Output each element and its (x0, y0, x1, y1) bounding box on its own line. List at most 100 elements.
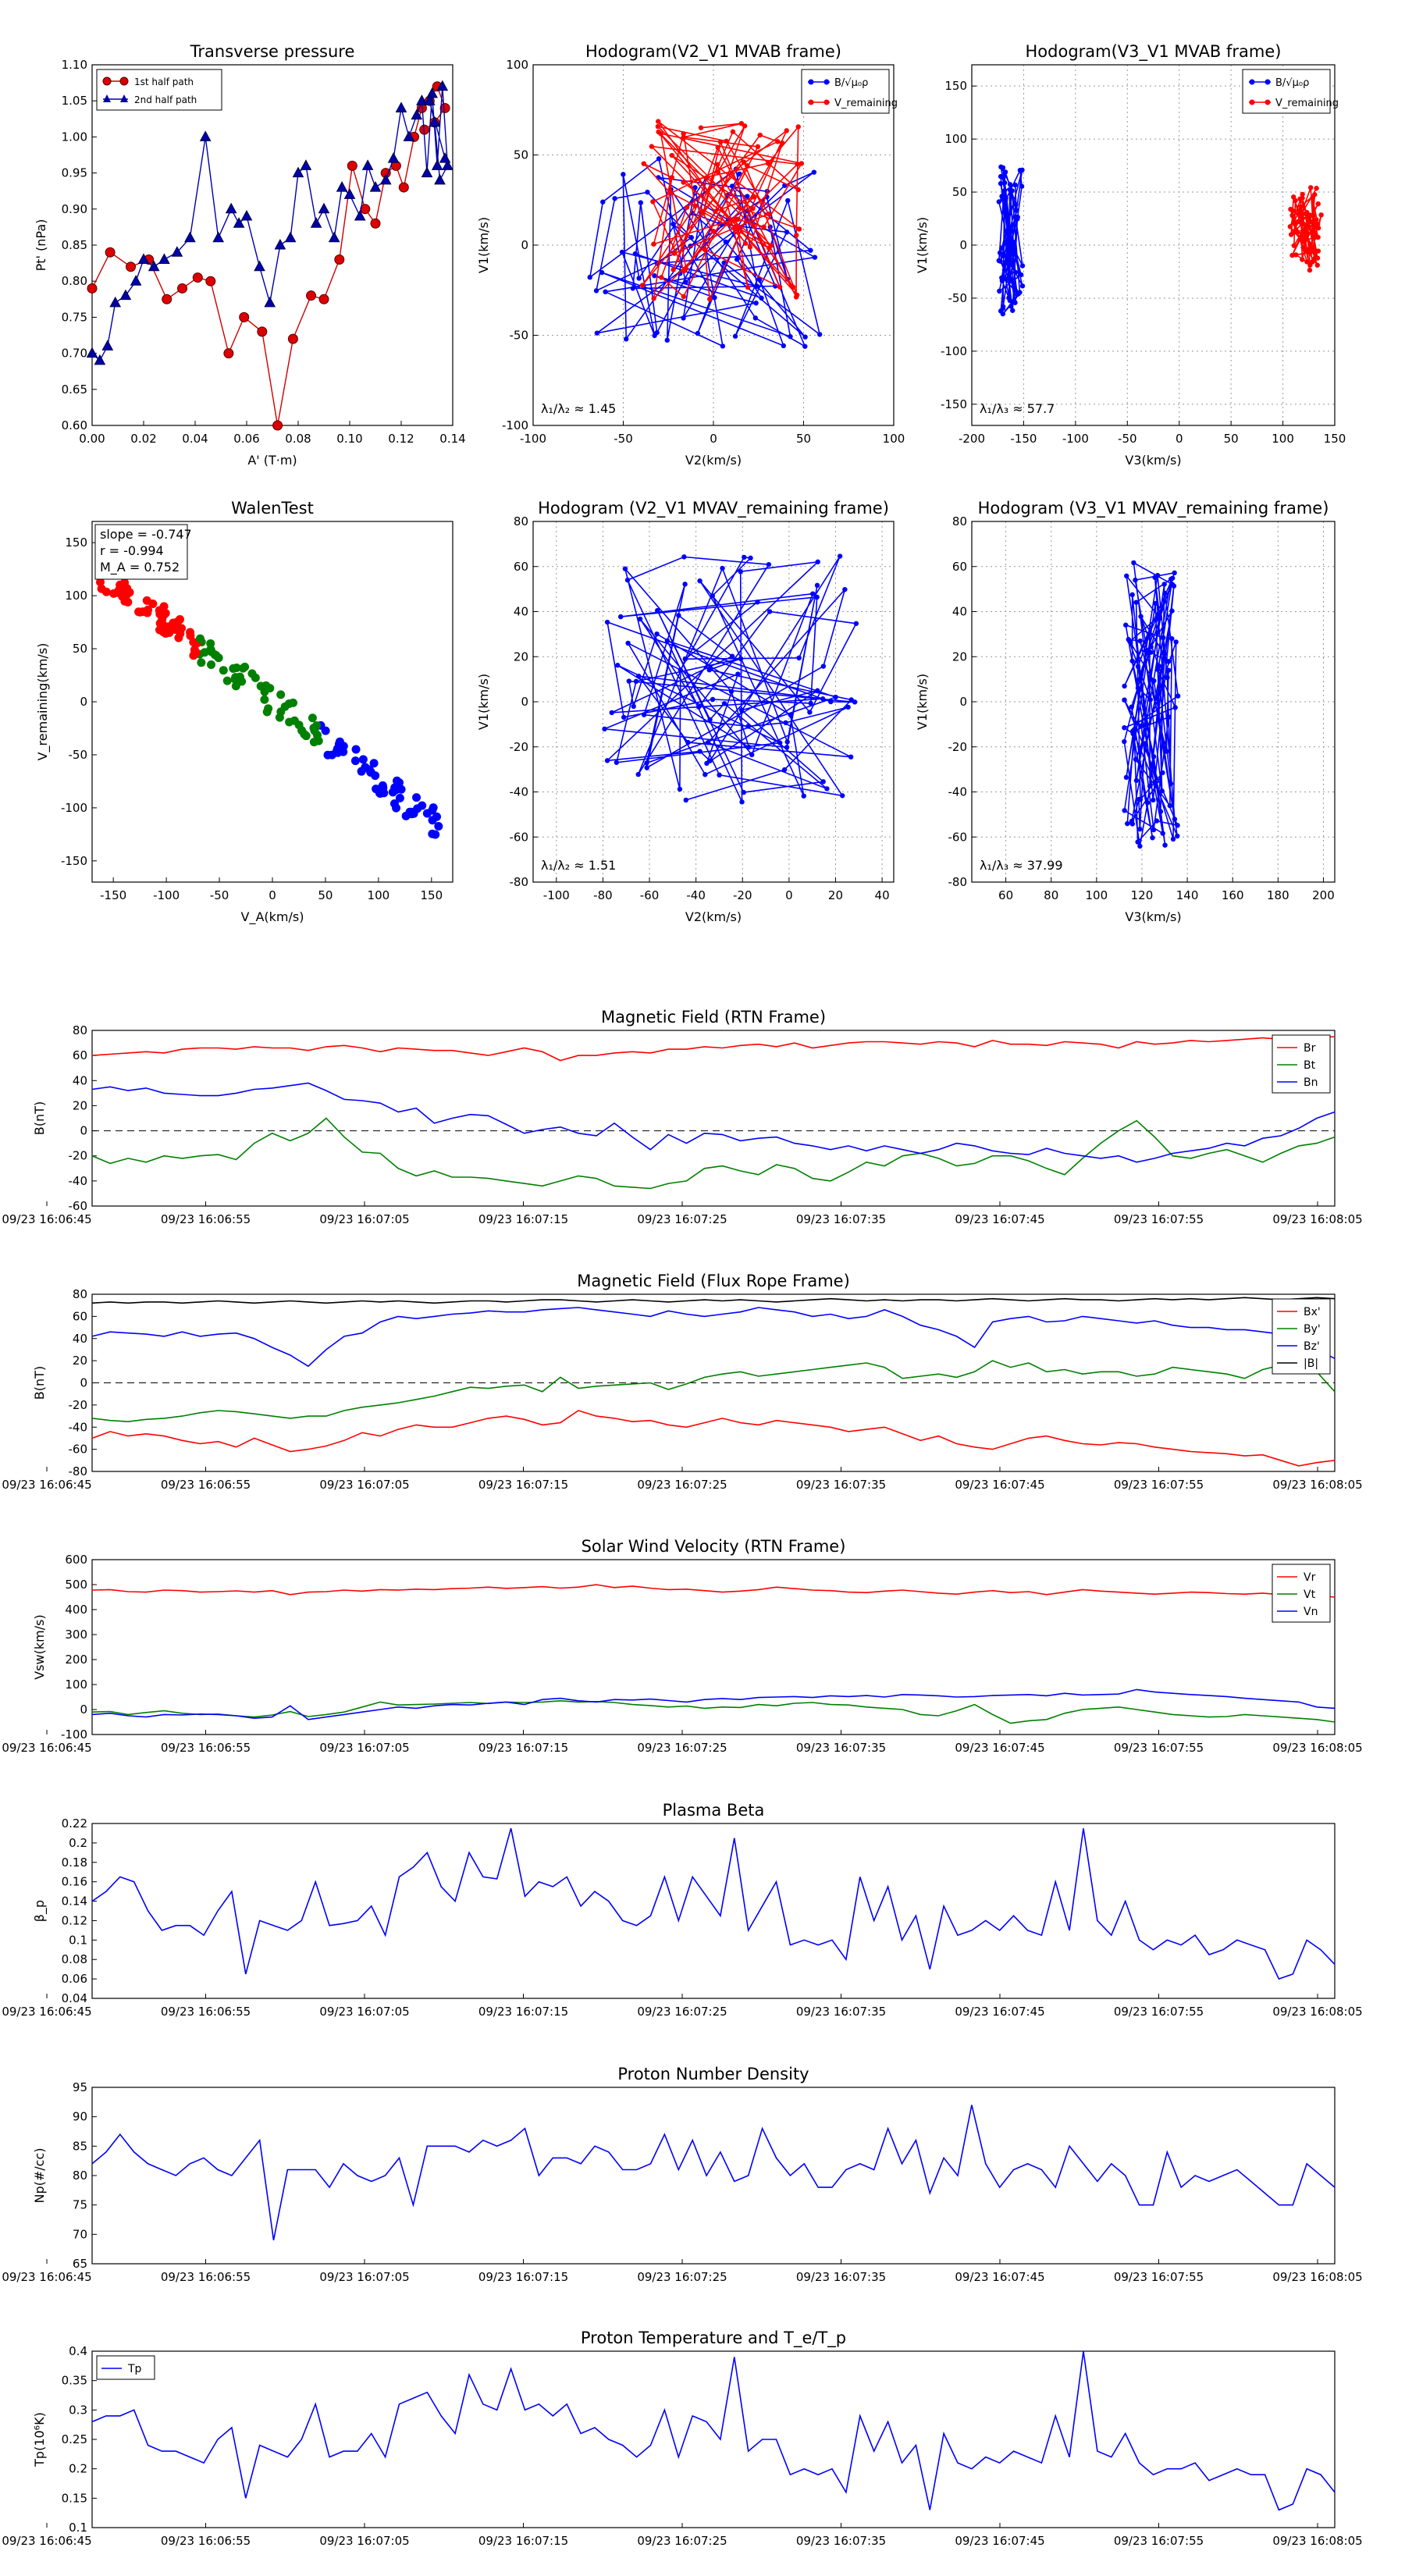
data-point (199, 130, 212, 141)
y-tick-label: 0.2 (69, 2462, 87, 2476)
data-point (109, 296, 122, 308)
y-tick-label: -20 (948, 740, 968, 754)
legend-label: Bn (1304, 1076, 1318, 1089)
data-point (395, 793, 404, 802)
data-point (1136, 677, 1141, 683)
data-point (1156, 663, 1161, 669)
data-point (670, 221, 676, 227)
y-tick-label: 0.15 (62, 2491, 87, 2505)
time-tick-label: 09/23 16:07:05 (319, 1478, 409, 1492)
data-point (741, 789, 746, 795)
data-point (737, 205, 742, 211)
stats-frame (94, 524, 188, 580)
time-tick-label: 09/23 16:07:15 (478, 2270, 568, 2284)
data-point (833, 694, 838, 700)
data-point (802, 334, 808, 340)
data-point (1137, 638, 1143, 644)
x-axis-label: V3(km/s) (1125, 909, 1181, 924)
chart-h2: -150 -100 -50 0 50 100 150 -200 -150 -100 -50 0 50 10… (915, 42, 1346, 468)
time-tick-label: 09/23 16:07:55 (1114, 1478, 1204, 1492)
data-point (1154, 818, 1160, 824)
x-axis-label: V_A(km/s) (241, 909, 304, 925)
data-point (1015, 216, 1020, 222)
data-point (429, 116, 441, 127)
data-point (1006, 229, 1012, 235)
data-point (1297, 208, 1303, 213)
data-point (999, 194, 1005, 199)
data-point (697, 749, 702, 754)
data-point (715, 162, 720, 167)
data-point (1169, 608, 1175, 614)
y-tick-label: -100 (502, 418, 528, 432)
data-point (432, 812, 442, 821)
series-Bz' (91, 1307, 1336, 1368)
legend-marker (823, 99, 830, 105)
y-axis-label: Np(#/cc) (32, 2148, 47, 2204)
data-point (350, 756, 360, 766)
y-tick-label: 20 (73, 1354, 87, 1368)
data-point (405, 807, 414, 817)
y-tick-label: 100 (65, 1678, 87, 1692)
data-point (807, 710, 813, 715)
data-point (1305, 217, 1311, 223)
chart-title: Proton Number Density (617, 2065, 809, 2083)
y-tick-label: 60 (73, 1309, 87, 1323)
legend-label: B/√μ₀ρ (834, 77, 868, 89)
data-point (808, 700, 813, 706)
data-point (366, 767, 375, 777)
data-point (824, 786, 830, 792)
data-point (1161, 635, 1166, 641)
data-point (148, 260, 160, 272)
data-point (659, 275, 664, 280)
data-point (655, 607, 660, 614)
data-point (1127, 639, 1133, 645)
data-point (1289, 212, 1295, 219)
data-point (119, 583, 128, 592)
y-tick-label: 80 (952, 514, 967, 528)
data-point (1000, 311, 1005, 317)
plot-frame (971, 64, 1336, 426)
data-point (272, 420, 283, 431)
data-point (738, 656, 744, 662)
data-point (624, 577, 631, 583)
data-point (1300, 244, 1306, 251)
data-point (667, 190, 672, 195)
eigenvalue-ratio: λ₁/λ₃ ≈ 57.7 (980, 401, 1055, 416)
data-point (276, 690, 286, 699)
y-axis-label: β_p (32, 1900, 48, 1922)
data-point (275, 713, 284, 722)
data-point (641, 161, 646, 166)
y-tick-label: 80 (514, 514, 528, 528)
data-point (677, 786, 683, 792)
data-point (816, 332, 823, 337)
data-point (721, 701, 727, 706)
data-point (237, 677, 247, 686)
time-tick-label: 09/23 16:06:45 (2, 2534, 91, 2548)
data-point (1001, 267, 1008, 273)
y-tick-label: 1.00 (62, 130, 87, 144)
y-tick-label: 75 (73, 2198, 87, 2212)
data-point (655, 123, 661, 130)
data-point (1310, 195, 1315, 201)
time-tick-label: 09/23 16:07:35 (796, 2270, 886, 2284)
data-point (638, 200, 644, 205)
data-point (1164, 749, 1169, 754)
data-point (738, 707, 745, 713)
data-point (735, 216, 741, 222)
data-point (766, 561, 772, 568)
data-point (707, 758, 713, 763)
data-point (664, 638, 670, 644)
data-point (418, 801, 427, 810)
data-point (1002, 276, 1008, 282)
data-point (358, 755, 368, 764)
data-point (1291, 243, 1297, 248)
data-point (1147, 631, 1153, 637)
x-tick-label: -100 (543, 888, 570, 902)
data-point (810, 591, 816, 596)
y-tick-label: 0.22 (62, 1816, 87, 1831)
data-point (1151, 753, 1157, 760)
time-tick-label: 09/23 16:08:05 (1272, 2534, 1362, 2548)
data-point (1300, 257, 1305, 262)
data-point (814, 582, 820, 589)
data-point (1293, 252, 1299, 258)
